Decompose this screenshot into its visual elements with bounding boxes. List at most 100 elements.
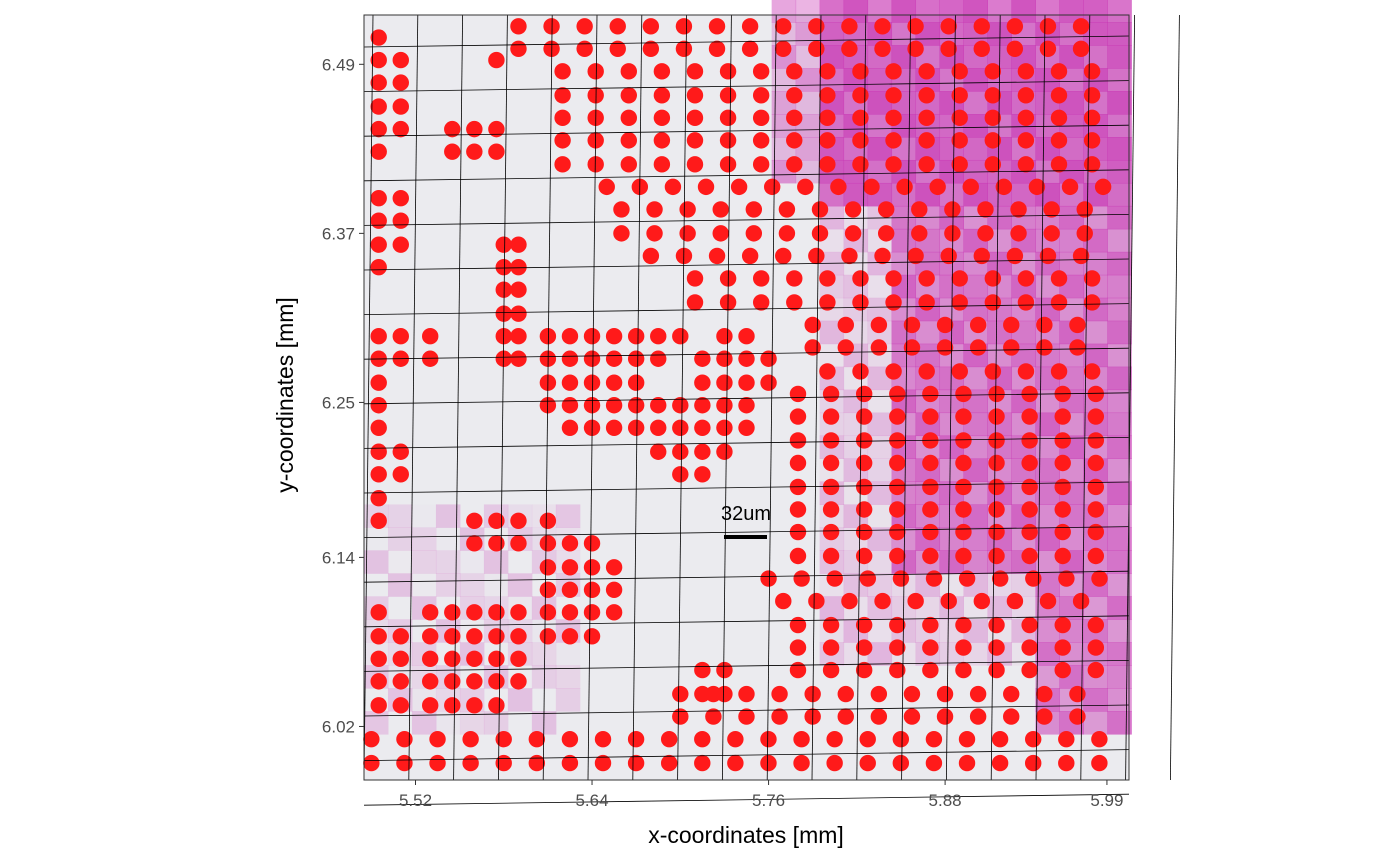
grid-line-vertical — [363, 14, 374, 781]
spot-point — [627, 397, 645, 414]
spot-point — [370, 189, 387, 207]
tissue-cell — [867, 550, 893, 574]
spot-point — [1017, 87, 1035, 104]
spot-point — [650, 419, 667, 436]
spot-point — [1083, 109, 1101, 127]
spot-point — [870, 685, 888, 703]
tissue-cell — [555, 504, 581, 528]
spot-point — [988, 523, 1005, 541]
spot-point — [716, 661, 733, 679]
grid-line-horizontal — [363, 169, 1130, 182]
spot-point — [646, 201, 663, 218]
tissue-cell — [1107, 573, 1132, 597]
spot-point — [686, 87, 704, 104]
grid-line-vertical — [990, 14, 1001, 781]
spot-point — [620, 87, 637, 104]
spot-point — [686, 109, 704, 127]
spot-point — [760, 754, 777, 772]
grid-line-vertical — [856, 14, 867, 781]
spot-point — [811, 225, 829, 242]
spot-point — [510, 236, 527, 253]
spot-point — [874, 18, 891, 35]
spot-point — [793, 754, 810, 772]
spot-point — [870, 339, 888, 356]
spot-point — [1050, 63, 1068, 80]
tissue-cell — [459, 711, 485, 735]
spot-point — [822, 432, 840, 449]
spot-point — [694, 466, 711, 483]
spot-point — [1006, 247, 1024, 265]
tissue-cell — [963, 68, 988, 92]
spot-point — [495, 258, 512, 276]
spot-point — [370, 490, 387, 507]
tissue-cell — [388, 596, 412, 619]
tissue-cell — [963, 0, 988, 23]
spot-point — [686, 132, 704, 149]
spot-point — [745, 201, 763, 218]
spot-point — [561, 604, 579, 621]
spot-point — [510, 328, 527, 345]
spot-point — [918, 156, 935, 173]
tissue-cell — [1011, 0, 1036, 23]
spot-point — [1021, 432, 1038, 449]
spot-point — [1054, 661, 1071, 679]
spot-point — [1083, 294, 1101, 311]
tissue-cell — [1107, 619, 1132, 643]
spot-point — [789, 661, 807, 679]
spot-point — [889, 478, 906, 496]
grid-line-vertical — [1035, 14, 1046, 781]
spot-point — [819, 87, 836, 104]
spot-point — [686, 63, 704, 80]
spot-point — [429, 754, 446, 772]
spot-point — [620, 132, 637, 149]
spot-point — [922, 478, 939, 496]
spot-point — [896, 178, 913, 196]
spot-point — [797, 178, 814, 196]
spot-point — [660, 754, 678, 772]
spot-point — [764, 178, 781, 196]
spot-point — [370, 120, 387, 138]
tissue-cell — [1035, 527, 1060, 551]
spot-point — [855, 432, 873, 449]
spot-point — [694, 730, 711, 748]
tissue-cell — [1107, 642, 1132, 666]
spot-point — [789, 501, 807, 518]
grid-line-horizontal — [363, 303, 1130, 315]
spot-point — [889, 501, 906, 518]
spot-point — [1006, 40, 1024, 58]
spot-point — [370, 143, 387, 160]
tissue-cell — [915, 0, 941, 23]
spot-point — [672, 685, 689, 703]
y-tick-label: 6.25 — [322, 393, 355, 412]
spot-points — [363, 18, 1112, 772]
spot-point — [1050, 87, 1068, 104]
tissue-cell — [411, 711, 437, 735]
tissue-cell — [364, 550, 389, 574]
x-axis-title: x-coordinates [mm] — [648, 822, 844, 848]
spot-point — [922, 523, 939, 541]
tissue-cell — [1083, 251, 1108, 276]
spot-point — [686, 270, 704, 287]
spot-point — [837, 685, 854, 703]
spot-point — [1072, 592, 1090, 610]
spot-point — [1021, 501, 1038, 518]
spot-point — [620, 63, 637, 80]
tissue-cell — [987, 228, 1012, 253]
spot-point — [392, 328, 409, 345]
spot-point — [1083, 270, 1101, 287]
tissue-cell — [795, 0, 821, 23]
spot-point — [627, 350, 645, 367]
spot-point — [988, 661, 1005, 679]
tissue-cell — [1107, 159, 1132, 184]
spot-point — [653, 156, 671, 173]
spot-point — [778, 201, 796, 218]
spot-point — [1087, 454, 1105, 472]
spot-point — [716, 374, 733, 391]
spot-point — [874, 247, 891, 265]
spot-point — [539, 559, 557, 576]
spot-point — [1021, 523, 1038, 541]
spot-point — [554, 132, 571, 149]
spot-point — [841, 18, 858, 35]
tissue-cell — [963, 297, 988, 322]
spot-point — [422, 350, 439, 367]
